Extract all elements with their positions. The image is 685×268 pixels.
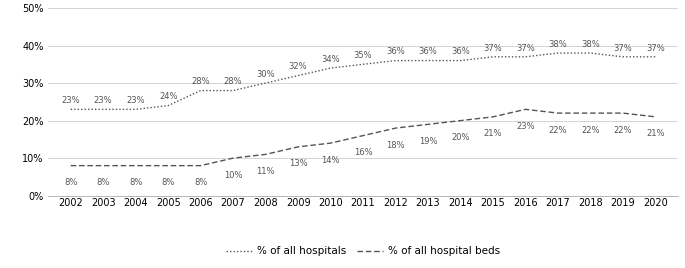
Text: 22%: 22% [581, 126, 599, 135]
Text: 19%: 19% [419, 137, 437, 146]
% of all hospitals [586, 51, 595, 55]
% of all hospital beds [619, 111, 627, 115]
Text: 8%: 8% [129, 178, 142, 187]
% of all hospital beds [521, 108, 530, 111]
Text: 37%: 37% [484, 44, 502, 53]
% of all hospitals [489, 55, 497, 58]
Legend: % of all hospitals, % of all hospital beds: % of all hospitals, % of all hospital be… [222, 242, 504, 260]
Text: 35%: 35% [353, 51, 373, 60]
% of all hospitals [66, 108, 75, 111]
% of all hospitals [359, 63, 367, 66]
% of all hospital beds [391, 126, 399, 130]
Text: 8%: 8% [162, 178, 175, 187]
Text: 34%: 34% [321, 55, 340, 64]
% of all hospital beds [327, 142, 335, 145]
Text: 8%: 8% [64, 178, 77, 187]
% of all hospital beds [164, 164, 172, 167]
Text: 14%: 14% [321, 156, 340, 165]
% of all hospital beds [262, 153, 270, 156]
% of all hospital beds [554, 111, 562, 115]
% of all hospitals [164, 104, 172, 107]
% of all hospitals [456, 59, 464, 62]
% of all hospitals [132, 108, 140, 111]
Line: % of all hospital beds: % of all hospital beds [71, 109, 656, 166]
% of all hospital beds [456, 119, 464, 122]
Text: 37%: 37% [614, 44, 632, 53]
% of all hospitals [651, 55, 660, 58]
% of all hospitals [262, 81, 270, 85]
% of all hospital beds [99, 164, 108, 167]
Text: 32%: 32% [289, 62, 308, 71]
% of all hospital beds [586, 111, 595, 115]
% of all hospitals [554, 51, 562, 55]
% of all hospitals [424, 59, 432, 62]
Text: 36%: 36% [451, 47, 470, 56]
Line: % of all hospitals: % of all hospitals [71, 53, 656, 109]
% of all hospitals [521, 55, 530, 58]
Text: 21%: 21% [646, 129, 664, 138]
Text: 38%: 38% [581, 40, 600, 49]
Text: 36%: 36% [419, 47, 438, 56]
% of all hospitals [327, 66, 335, 70]
Text: 13%: 13% [289, 159, 308, 168]
% of all hospital beds [294, 145, 302, 148]
Text: 30%: 30% [256, 70, 275, 79]
% of all hospital beds [66, 164, 75, 167]
% of all hospital beds [197, 164, 205, 167]
Text: 28%: 28% [191, 77, 210, 86]
Text: 38%: 38% [549, 40, 567, 49]
% of all hospitals [619, 55, 627, 58]
Text: 23%: 23% [94, 96, 112, 105]
Text: 22%: 22% [614, 126, 632, 135]
Text: 23%: 23% [62, 96, 80, 105]
Text: 10%: 10% [224, 171, 242, 180]
% of all hospital beds [359, 134, 367, 137]
Text: 20%: 20% [451, 133, 470, 142]
% of all hospitals [229, 89, 237, 92]
Text: 11%: 11% [256, 167, 275, 176]
Text: 28%: 28% [224, 77, 242, 86]
% of all hospital beds [651, 115, 660, 118]
Text: 37%: 37% [646, 44, 664, 53]
% of all hospitals [197, 89, 205, 92]
% of all hospitals [99, 108, 108, 111]
Text: 8%: 8% [97, 178, 110, 187]
Text: 36%: 36% [386, 47, 405, 56]
Text: 23%: 23% [126, 96, 145, 105]
Text: 18%: 18% [386, 141, 405, 150]
Text: 8%: 8% [194, 178, 208, 187]
Text: 16%: 16% [353, 148, 373, 157]
Text: 37%: 37% [516, 44, 535, 53]
Text: 22%: 22% [549, 126, 567, 135]
Text: 24%: 24% [159, 92, 177, 101]
Text: 21%: 21% [484, 129, 502, 138]
% of all hospital beds [132, 164, 140, 167]
% of all hospitals [391, 59, 399, 62]
% of all hospital beds [229, 157, 237, 160]
% of all hospital beds [489, 115, 497, 118]
Text: 23%: 23% [516, 122, 535, 131]
% of all hospitals [294, 74, 302, 77]
% of all hospital beds [424, 123, 432, 126]
